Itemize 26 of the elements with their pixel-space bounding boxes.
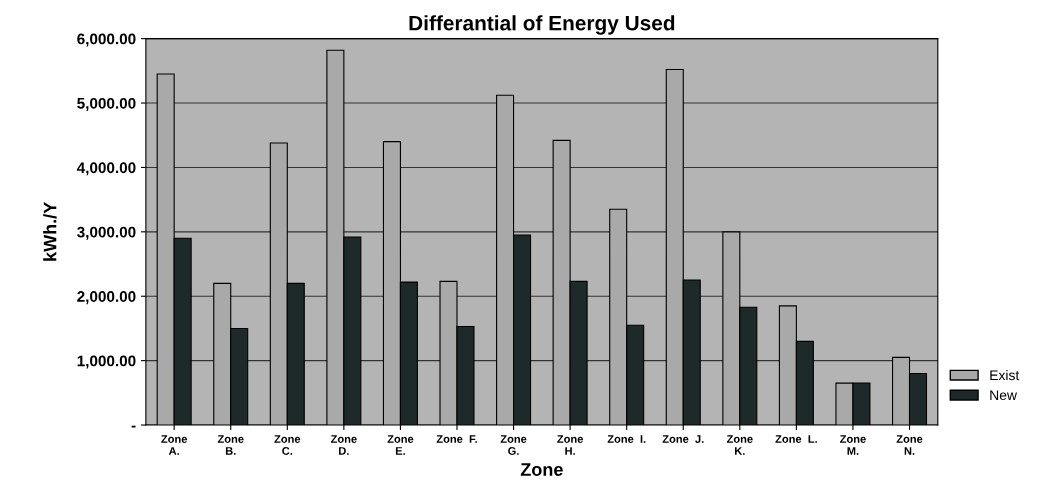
x-tick-label: Zone J.: [662, 435, 704, 443]
y-tick-label: 5,000.00: [77, 97, 136, 111]
x-tick-label: Zone A.: [161, 435, 188, 455]
legend-label: New: [990, 390, 1018, 401]
x-tick-label: Zone F.: [436, 435, 477, 443]
x-tick-label: Zone L.: [775, 435, 817, 443]
legend-label: Exist: [990, 369, 1020, 381]
x-axis-title: Zone: [520, 463, 563, 476]
x-tick-label: Zone N.: [896, 435, 923, 455]
x-tick-label: Zone C.: [274, 435, 301, 455]
y-tick-label: 1,000.00: [77, 355, 136, 369]
y-tick-label: 2,000.00: [77, 291, 136, 305]
x-tick-label: Zone B.: [217, 435, 244, 455]
x-tick-label: Zone D.: [330, 435, 357, 455]
x-tick-label: Zone E.: [387, 435, 414, 455]
chart-title: Differantial of Energy Used: [409, 15, 675, 35]
y-tick-label: 4,000.00: [76, 162, 136, 176]
x-tick-label: Zone G.: [500, 435, 527, 455]
y-tick-label: 6,000.00: [77, 33, 136, 47]
x-tick-label: Zone K.: [726, 435, 753, 455]
x-tick-label: Zone M.: [840, 435, 866, 455]
y-tick-label: 3,000.00: [77, 226, 136, 240]
x-tick-label: Zone I.: [607, 435, 646, 443]
y-tick-label: -: [131, 425, 136, 428]
y-axis-title: kWh./Y: [43, 202, 57, 261]
x-tick-label: Zone H.: [557, 435, 584, 455]
